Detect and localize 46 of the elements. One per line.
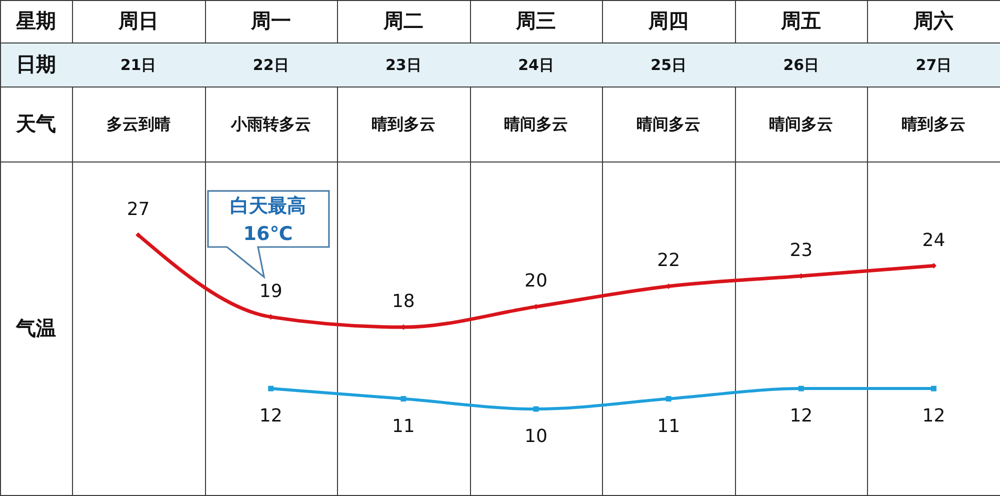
data-label: 27	[126, 199, 150, 220]
text: 晴到多云	[902, 114, 966, 134]
data-label: 23	[790, 240, 813, 261]
text: 日期	[16, 52, 56, 76]
text: 小雨转多云	[230, 114, 311, 134]
x-tick-label: 周六	[912, 8, 954, 32]
text: 晴间多云	[769, 114, 834, 134]
text: 天气	[15, 112, 56, 136]
point	[136, 232, 142, 238]
point	[666, 396, 672, 402]
point	[533, 406, 539, 412]
text: 多云到晴	[106, 114, 170, 134]
data-label: 10	[524, 426, 548, 448]
data-label: 20	[524, 270, 548, 292]
data-label: 12	[790, 406, 813, 427]
data-label: 22	[657, 250, 680, 272]
x-tick-label: 周二	[382, 8, 424, 32]
annotation: 白天最高 16℃	[230, 195, 306, 245]
text: 22日	[252, 56, 289, 74]
x-tick-label: 周一	[250, 8, 291, 32]
text: 27日	[916, 56, 952, 74]
data-label: 11	[392, 416, 415, 437]
text: 晴间多云	[504, 114, 568, 134]
y-axis-title: 气温	[15, 316, 56, 340]
x-tick-label: 周五	[780, 8, 822, 32]
data-label: 19	[259, 280, 282, 302]
data-label: 11	[657, 416, 680, 437]
text: 晴到多云	[371, 114, 436, 134]
x-axis-title: 星期	[15, 8, 56, 32]
text: 晴间多云	[636, 114, 701, 134]
text: 26日	[783, 56, 820, 74]
point	[930, 386, 936, 392]
data-label: 24	[922, 230, 946, 251]
data-label: 12	[922, 406, 946, 427]
text: 23日	[385, 56, 422, 74]
x-tick-label: 周四	[648, 8, 689, 32]
x-tick-label: 周三	[515, 8, 556, 32]
point	[798, 386, 804, 392]
point	[400, 396, 406, 402]
text: 25日	[650, 56, 687, 74]
data-label: 18	[392, 291, 415, 312]
x-tick-label: 周日	[117, 8, 158, 32]
text: 24日	[518, 56, 554, 74]
text: 21日	[120, 56, 156, 74]
point	[268, 386, 274, 392]
data-label: 12	[259, 406, 282, 427]
